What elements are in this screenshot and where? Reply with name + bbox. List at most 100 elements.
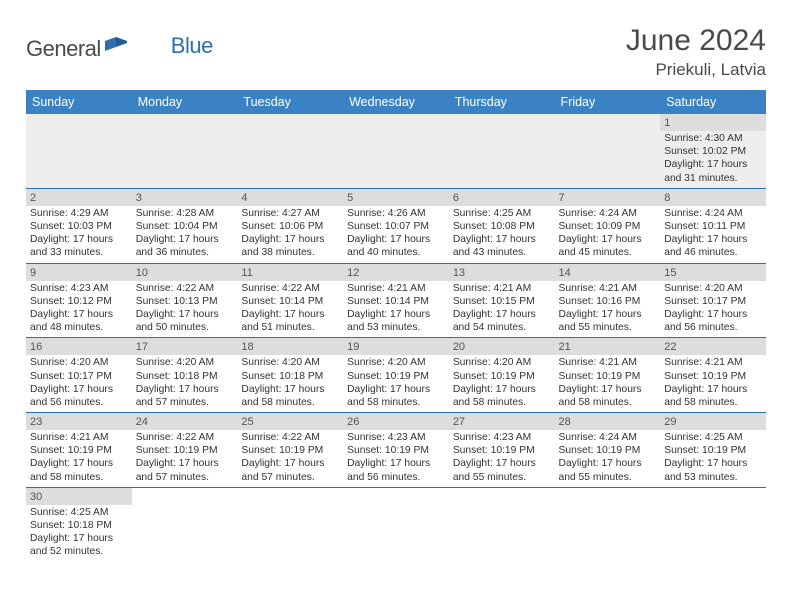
sunrise-text: Sunrise: 4:20 AM (136, 356, 234, 369)
day-cell (449, 487, 555, 561)
sunrise-text: Sunrise: 4:20 AM (241, 356, 339, 369)
daylight-text: and 46 minutes. (664, 246, 762, 259)
sunset-text: Sunset: 10:18 PM (30, 519, 128, 532)
sunrise-text: Sunrise: 4:20 AM (453, 356, 551, 369)
daylight-text: and 48 minutes. (30, 321, 128, 334)
daylight-text: Daylight: 17 hours (453, 383, 551, 396)
daylight-text: Daylight: 17 hours (136, 308, 234, 321)
day-cell: 9Sunrise: 4:23 AMSunset: 10:12 PMDayligh… (26, 263, 132, 338)
day-number: 6 (449, 189, 555, 206)
daylight-text: Daylight: 17 hours (241, 457, 339, 470)
day-cell: 4Sunrise: 4:27 AMSunset: 10:06 PMDayligh… (237, 188, 343, 263)
day-number: 26 (343, 413, 449, 430)
daylight-text: Daylight: 17 hours (30, 457, 128, 470)
sunrise-text: Sunrise: 4:22 AM (136, 282, 234, 295)
sunrise-text: Sunrise: 4:23 AM (347, 431, 445, 444)
daylight-text: Daylight: 17 hours (453, 233, 551, 246)
day-number: 10 (132, 264, 238, 281)
day-cell: 8Sunrise: 4:24 AMSunset: 10:11 PMDayligh… (660, 188, 766, 263)
day-number: 5 (343, 189, 449, 206)
day-cell: 14Sunrise: 4:21 AMSunset: 10:16 PMDaylig… (555, 263, 661, 338)
week-row: 30Sunrise: 4:25 AMSunset: 10:18 PMDaylig… (26, 487, 766, 561)
daylight-text: Daylight: 17 hours (30, 233, 128, 246)
daylight-text: Daylight: 17 hours (664, 457, 762, 470)
calendar-table: Sunday Monday Tuesday Wednesday Thursday… (26, 90, 766, 562)
day-cell: 28Sunrise: 4:24 AMSunset: 10:19 PMDaylig… (555, 413, 661, 488)
day-cell (132, 114, 238, 188)
sunset-text: Sunset: 10:14 PM (347, 295, 445, 308)
day-cell: 21Sunrise: 4:21 AMSunset: 10:19 PMDaylig… (555, 338, 661, 413)
day-number: 12 (343, 264, 449, 281)
day-number: 22 (660, 338, 766, 355)
day-cell: 6Sunrise: 4:25 AMSunset: 10:08 PMDayligh… (449, 188, 555, 263)
day-cell: 18Sunrise: 4:20 AMSunset: 10:18 PMDaylig… (237, 338, 343, 413)
day-cell: 25Sunrise: 4:22 AMSunset: 10:19 PMDaylig… (237, 413, 343, 488)
day-cell (555, 114, 661, 188)
sunrise-text: Sunrise: 4:29 AM (30, 207, 128, 220)
day-header: Monday (132, 90, 238, 114)
day-cell: 16Sunrise: 4:20 AMSunset: 10:17 PMDaylig… (26, 338, 132, 413)
sunset-text: Sunset: 10:19 PM (559, 370, 657, 383)
sunset-text: Sunset: 10:19 PM (241, 444, 339, 457)
sunrise-text: Sunrise: 4:25 AM (30, 506, 128, 519)
sunset-text: Sunset: 10:19 PM (453, 370, 551, 383)
daylight-text: and 54 minutes. (453, 321, 551, 334)
daylight-text: Daylight: 17 hours (241, 308, 339, 321)
sunset-text: Sunset: 10:18 PM (136, 370, 234, 383)
sunrise-text: Sunrise: 4:21 AM (453, 282, 551, 295)
day-number: 19 (343, 338, 449, 355)
sunset-text: Sunset: 10:19 PM (347, 370, 445, 383)
daylight-text: and 51 minutes. (241, 321, 339, 334)
title-block: June 2024 Priekuli, Latvia (626, 24, 766, 80)
day-header: Tuesday (237, 90, 343, 114)
day-number: 27 (449, 413, 555, 430)
day-cell (449, 114, 555, 188)
sunrise-text: Sunrise: 4:23 AM (453, 431, 551, 444)
daylight-text: Daylight: 17 hours (347, 233, 445, 246)
logo: General Blue (26, 36, 213, 62)
sunrise-text: Sunrise: 4:27 AM (241, 207, 339, 220)
sunrise-text: Sunrise: 4:20 AM (347, 356, 445, 369)
logo-word-1: General (26, 36, 101, 62)
daylight-text: Daylight: 17 hours (136, 233, 234, 246)
sunrise-text: Sunrise: 4:21 AM (664, 356, 762, 369)
daylight-text: Daylight: 17 hours (30, 532, 128, 545)
daylight-text: Daylight: 17 hours (453, 308, 551, 321)
daylight-text: Daylight: 17 hours (347, 308, 445, 321)
sunset-text: Sunset: 10:17 PM (30, 370, 128, 383)
sunrise-text: Sunrise: 4:26 AM (347, 207, 445, 220)
daylight-text: Daylight: 17 hours (559, 308, 657, 321)
day-cell: 30Sunrise: 4:25 AMSunset: 10:18 PMDaylig… (26, 487, 132, 561)
sunrise-text: Sunrise: 4:22 AM (136, 431, 234, 444)
day-cell: 26Sunrise: 4:23 AMSunset: 10:19 PMDaylig… (343, 413, 449, 488)
day-cell (132, 487, 238, 561)
daylight-text: and 58 minutes. (664, 396, 762, 409)
day-number: 18 (237, 338, 343, 355)
day-cell (237, 114, 343, 188)
day-cell: 3Sunrise: 4:28 AMSunset: 10:04 PMDayligh… (132, 188, 238, 263)
daylight-text: and 33 minutes. (30, 246, 128, 259)
daylight-text: and 56 minutes. (30, 396, 128, 409)
day-header: Wednesday (343, 90, 449, 114)
day-number: 1 (660, 114, 766, 131)
daylight-text: and 40 minutes. (347, 246, 445, 259)
sunset-text: Sunset: 10:15 PM (453, 295, 551, 308)
sunrise-text: Sunrise: 4:21 AM (559, 282, 657, 295)
sunrise-text: Sunrise: 4:28 AM (136, 207, 234, 220)
day-number: 2 (26, 189, 132, 206)
daylight-text: and 56 minutes. (347, 471, 445, 484)
day-number: 23 (26, 413, 132, 430)
sunrise-text: Sunrise: 4:21 AM (559, 356, 657, 369)
daylight-text: and 55 minutes. (559, 321, 657, 334)
sunset-text: Sunset: 10:11 PM (664, 220, 762, 233)
day-number: 29 (660, 413, 766, 430)
sunset-text: Sunset: 10:04 PM (136, 220, 234, 233)
sunset-text: Sunset: 10:09 PM (559, 220, 657, 233)
day-header: Sunday (26, 90, 132, 114)
day-cell: 15Sunrise: 4:20 AMSunset: 10:17 PMDaylig… (660, 263, 766, 338)
sunset-text: Sunset: 10:18 PM (241, 370, 339, 383)
daylight-text: and 58 minutes. (559, 396, 657, 409)
day-number: 28 (555, 413, 661, 430)
daylight-text: and 50 minutes. (136, 321, 234, 334)
daylight-text: Daylight: 17 hours (664, 308, 762, 321)
